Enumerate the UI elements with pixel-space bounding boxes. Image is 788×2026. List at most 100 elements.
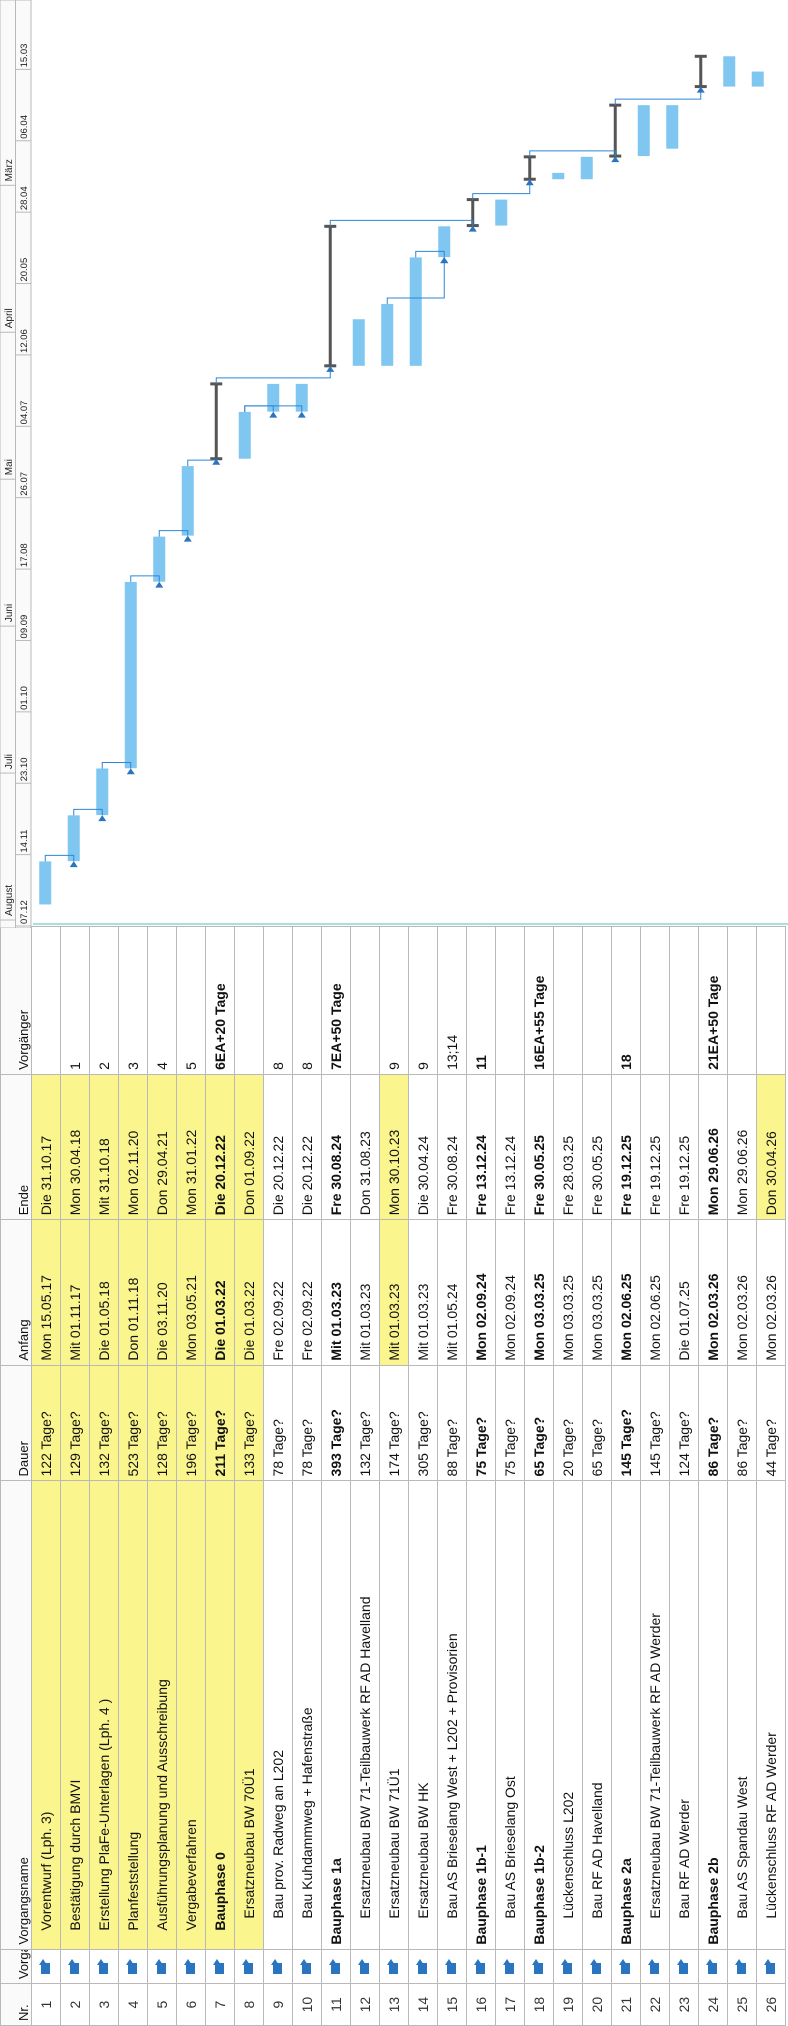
col-header-duration[interactable]: Dauer xyxy=(0,1365,32,1481)
table-row[interactable]: 3 Erstellung PlaFe-Unterlagen (Lph. 4 ) 13… xyxy=(89,926,119,2026)
task-duration[interactable]: 305 Tage? xyxy=(408,1365,438,1481)
task-mode-cell[interactable] xyxy=(350,1949,380,1984)
table-row[interactable]: 10 Bau Kuhdammweg + Hafenstraße 78 Tage? Fr… xyxy=(292,926,322,2026)
task-name[interactable]: Lückenschluss RF AD Werder xyxy=(756,1480,786,1950)
task-mode-cell[interactable] xyxy=(611,1949,641,1984)
table-row[interactable]: 1 Vorentwurf (Lph. 3) 122 Tage? Mon 15.05.1… xyxy=(31,926,61,2026)
task-name[interactable]: Bau RF AD Havelland xyxy=(582,1480,612,1950)
row-number[interactable]: 2 xyxy=(60,1983,90,2026)
task-name[interactable]: Ersatzneubau BW 71Ü1 xyxy=(379,1480,409,1950)
task-predecessors[interactable] xyxy=(31,926,61,1075)
table-row[interactable]: 25 Bau AS Spandau West 86 Tage? Mon 02.03.2… xyxy=(727,926,757,2026)
task-end[interactable]: Don 29.04.21 xyxy=(147,1074,177,1220)
task-start[interactable]: Mon 03.03.25 xyxy=(582,1219,612,1366)
task-name[interactable]: Ersatzneubau BW 70Ü1 xyxy=(234,1480,264,1950)
task-predecessors[interactable] xyxy=(669,926,699,1075)
task-predecessors[interactable] xyxy=(495,926,525,1075)
task-end[interactable]: Fre 19.12.25 xyxy=(669,1074,699,1220)
table-row[interactable]: 5 Ausführungsplanung und Ausschreibung 128… xyxy=(147,926,177,2026)
task-predecessors[interactable]: 4 xyxy=(147,926,177,1075)
task-name[interactable]: Erstellung PlaFe-Unterlagen (Lph. 4 ) xyxy=(89,1480,119,1950)
task-mode-cell[interactable] xyxy=(379,1949,409,1984)
task-duration[interactable]: 132 Tage? xyxy=(89,1365,119,1481)
task-end[interactable]: Die 30.04.24 xyxy=(408,1074,438,1220)
task-mode-cell[interactable] xyxy=(640,1949,670,1984)
task-start[interactable]: Mon 15.05.17 xyxy=(31,1219,61,1366)
task-name[interactable]: Bauphase 1a xyxy=(321,1480,351,1950)
task-name[interactable]: Bauphase 2b xyxy=(698,1480,728,1950)
task-duration[interactable]: 65 Tage? xyxy=(524,1365,554,1481)
task-predecessors[interactable]: 6EA+20 Tage xyxy=(205,926,235,1075)
task-predecessors[interactable]: 21EA+50 Tage xyxy=(698,926,728,1075)
table-row[interactable]: 7 Bauphase 0 211 Tage? Die 01.03.22 Die 20.1… xyxy=(205,926,235,2026)
task-end[interactable]: Don 30.04.26 xyxy=(756,1074,786,1220)
task-predecessors[interactable] xyxy=(640,926,670,1075)
task-mode-cell[interactable] xyxy=(31,1949,61,1984)
task-predecessors[interactable]: 16EA+55 Tage xyxy=(524,926,554,1075)
task-start[interactable]: Mon 03.03.25 xyxy=(553,1219,583,1366)
task-start[interactable]: Mon 02.09.24 xyxy=(466,1219,496,1366)
table-row[interactable]: 8 Ersatzneubau BW 70Ü1 133 Tage? Die 01.03.… xyxy=(234,926,264,2026)
task-duration[interactable]: 78 Tage? xyxy=(292,1365,322,1481)
task-mode-cell[interactable] xyxy=(234,1949,264,1984)
task-mode-cell[interactable] xyxy=(466,1949,496,1984)
row-number[interactable]: 11 xyxy=(321,1983,351,2026)
task-duration[interactable]: 44 Tage? xyxy=(756,1365,786,1481)
row-number[interactable]: 3 xyxy=(89,1983,119,2026)
row-number[interactable]: 12 xyxy=(350,1983,380,2026)
table-row[interactable]: 6 Vergabeverfahren 196 Tage? Mon 03.05.21 Mo… xyxy=(176,926,206,2026)
task-duration[interactable]: 78 Tage? xyxy=(263,1365,293,1481)
table-row[interactable]: 4 Planfeststellung 523 Tage? Don 01.11.18 Mo… xyxy=(118,926,148,2026)
task-duration[interactable]: 393 Tage? xyxy=(321,1365,351,1481)
table-row[interactable]: 2 Bestätigung durch BMVI 129 Tage? Mit 01.1… xyxy=(60,926,90,2026)
task-predecessors[interactable]: 9 xyxy=(379,926,409,1075)
col-header-nr[interactable]: Nr. xyxy=(0,1983,32,2026)
col-header-end[interactable]: Ende xyxy=(0,1074,32,1220)
task-predecessors[interactable] xyxy=(582,926,612,1075)
table-row[interactable]: 22 Ersatzneubau BW 71-Teilbauwerk RF AD W… xyxy=(640,926,670,2026)
task-predecessors[interactable] xyxy=(756,926,786,1075)
task-mode-cell[interactable] xyxy=(60,1949,90,1984)
task-start[interactable]: Mit 01.03.23 xyxy=(408,1219,438,1366)
task-end[interactable]: Mon 30.10.23 xyxy=(379,1074,409,1220)
task-name[interactable]: Bau AS Brieselang Ost xyxy=(495,1480,525,1950)
task-mode-cell[interactable] xyxy=(176,1949,206,1984)
task-duration[interactable]: 132 Tage? xyxy=(350,1365,380,1481)
task-name[interactable]: Ersatzneubau BW 71-Teilbauwerk RF AD Wer… xyxy=(640,1480,670,1950)
task-end[interactable]: Fre 13.12.24 xyxy=(495,1074,525,1220)
task-end[interactable]: Fre 13.12.24 xyxy=(466,1074,496,1220)
table-row[interactable]: 13 Ersatzneubau BW 71Ü1 174 Tage? Mit 01.03… xyxy=(379,926,409,2026)
task-predecessors[interactable]: 1 xyxy=(60,926,90,1075)
task-end[interactable]: Fre 30.05.25 xyxy=(524,1074,554,1220)
task-name[interactable]: Bau Kuhdammweg + Hafenstraße xyxy=(292,1480,322,1950)
task-end[interactable]: Die 31.10.17 xyxy=(31,1074,61,1220)
task-predecessors[interactable] xyxy=(727,926,757,1075)
task-start[interactable]: Mon 02.03.26 xyxy=(727,1219,757,1366)
task-predecessors[interactable] xyxy=(234,926,264,1075)
table-row[interactable]: 16 Bauphase 1b-1 75 Tage? Mon 02.09.24 Fre 1… xyxy=(466,926,496,2026)
task-start[interactable]: Fre 02.09.22 xyxy=(263,1219,293,1366)
task-mode-cell[interactable] xyxy=(698,1949,728,1984)
task-mode-cell[interactable] xyxy=(553,1949,583,1984)
task-end[interactable]: Fre 30.08.24 xyxy=(437,1074,467,1220)
task-name[interactable]: Lückenschluss L202 xyxy=(553,1480,583,1950)
task-name[interactable]: Bauphase 0 xyxy=(205,1480,235,1950)
task-duration[interactable]: 75 Tage? xyxy=(466,1365,496,1481)
task-end[interactable]: Mon 31.01.22 xyxy=(176,1074,206,1220)
table-row[interactable]: 26 Lückenschluss RF AD Werder 44 Tage? Mon … xyxy=(756,926,786,2026)
task-mode-cell[interactable] xyxy=(727,1949,757,1984)
task-start[interactable]: Die 01.03.22 xyxy=(205,1219,235,1366)
task-duration[interactable]: 174 Tage? xyxy=(379,1365,409,1481)
row-number[interactable]: 13 xyxy=(379,1983,409,2026)
task-end[interactable]: Mon 29.06.26 xyxy=(698,1074,728,1220)
task-predecessors[interactable]: 2 xyxy=(89,926,119,1075)
task-start[interactable]: Mit 01.03.23 xyxy=(350,1219,380,1366)
task-end[interactable]: Fre 19.12.25 xyxy=(611,1074,641,1220)
task-name[interactable]: Bau RF AD Werder xyxy=(669,1480,699,1950)
task-mode-cell[interactable] xyxy=(118,1949,148,1984)
row-number[interactable]: 5 xyxy=(147,1983,177,2026)
row-number[interactable]: 23 xyxy=(669,1983,699,2026)
task-predecessors[interactable]: 18 xyxy=(611,926,641,1075)
task-predecessors[interactable] xyxy=(553,926,583,1075)
task-name[interactable]: Bauphase 1b-2 xyxy=(524,1480,554,1950)
